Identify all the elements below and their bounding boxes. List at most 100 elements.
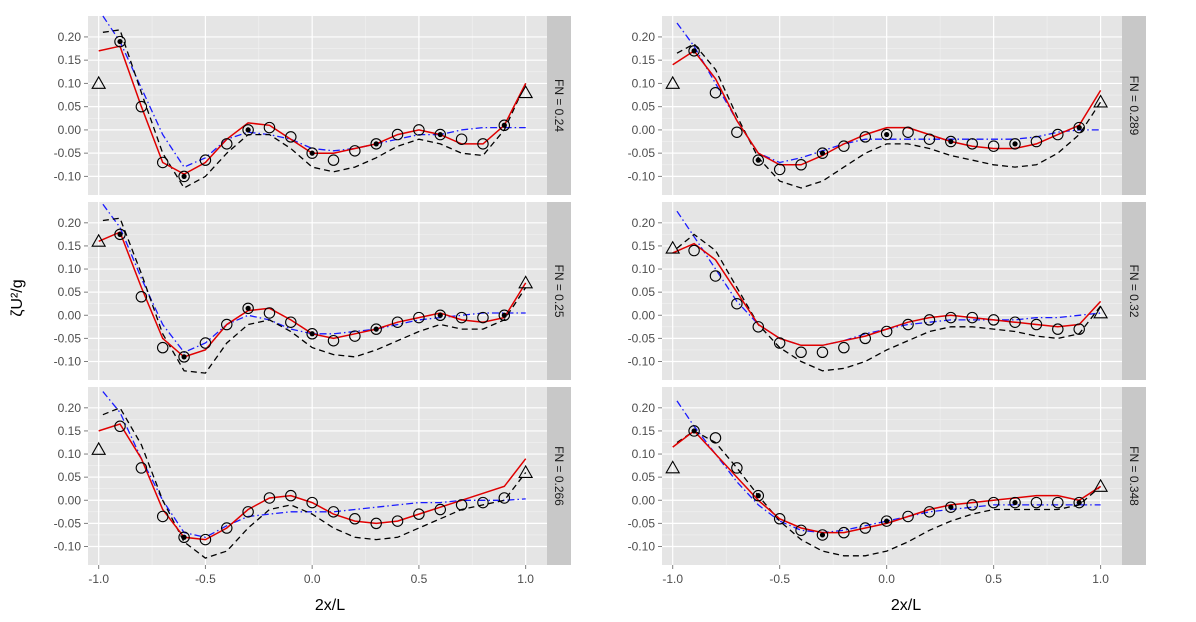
y-tick-label: 0.00 xyxy=(58,308,82,322)
circle-marker xyxy=(413,124,425,136)
panel-background xyxy=(662,387,1122,565)
circle-marker xyxy=(1030,318,1043,331)
circle-marker xyxy=(752,321,765,333)
circle-marker xyxy=(413,311,425,324)
circle-marker xyxy=(327,506,340,518)
filled-dot-marker xyxy=(948,138,954,145)
circle-marker xyxy=(413,508,425,520)
circle-marker xyxy=(349,330,361,342)
x-tick-label: 0.0 xyxy=(304,572,321,586)
series-dashdot-blue xyxy=(102,391,526,538)
x-axis-title-left: 2x/L xyxy=(315,597,345,614)
circle-marker xyxy=(199,533,212,546)
x-tick-label: 1.0 xyxy=(1092,572,1109,586)
triangle-marker xyxy=(665,460,681,474)
circle-marker xyxy=(370,323,382,335)
filled-dot-marker xyxy=(755,493,761,499)
y-tick-label: 0.20 xyxy=(632,401,656,415)
filled-dot-marker xyxy=(819,150,826,156)
facet-panel-0: FN = 0.24 0.20 0.15 0.10 0.05 0.00 -0.05 -0.10 xyxy=(54,15,571,195)
triangle-marker xyxy=(1093,478,1109,492)
facet-panel-1: FN = 0.25 0.20 0.15 0.10 0.05 0.00 -0.05 -0.10 xyxy=(54,202,571,380)
circle-marker xyxy=(987,140,1000,152)
circle-marker xyxy=(731,297,743,310)
circle-marker xyxy=(199,154,212,166)
triangle-marker xyxy=(91,75,107,89)
y-tick-label: -0.10 xyxy=(628,169,656,183)
circle-marker xyxy=(391,515,404,527)
series-dashed-black xyxy=(676,430,1102,557)
panel-background xyxy=(88,16,547,195)
y-tick-label: 0.05 xyxy=(58,285,82,299)
circle-marker xyxy=(923,314,936,326)
circle-marker xyxy=(114,228,126,241)
series-solid-red xyxy=(98,423,527,541)
series-dashdot-blue xyxy=(102,203,526,354)
y-tick-label: 0.05 xyxy=(632,470,656,484)
circle-marker xyxy=(434,128,447,141)
circle-marker xyxy=(752,154,765,166)
circle-marker xyxy=(391,316,404,328)
x-tick-label: -0.5 xyxy=(195,572,216,586)
circle-marker xyxy=(880,128,893,141)
filled-dot-marker xyxy=(373,326,379,332)
y-tick-label: 0.20 xyxy=(632,30,656,44)
circle-marker xyxy=(135,100,148,113)
circle-marker xyxy=(156,341,169,354)
y-tick-label: 0.00 xyxy=(632,123,656,137)
circle-marker xyxy=(306,496,318,509)
facet-strip-label: FN = 0.289 xyxy=(1127,76,1141,136)
triangle-marker xyxy=(1093,305,1109,319)
series-dashed-black xyxy=(102,217,527,374)
circle-marker xyxy=(370,517,382,530)
y-tick-label: -0.10 xyxy=(628,540,656,554)
filled-dot-marker xyxy=(309,150,315,156)
facet-strip-label: FN = 0.25 xyxy=(552,264,566,317)
x-tick-label: -0.5 xyxy=(769,572,790,586)
filled-dot-marker xyxy=(1076,124,1082,131)
series-dashed-black xyxy=(676,233,1102,372)
circle-marker xyxy=(434,309,447,322)
circle-marker xyxy=(902,510,914,523)
circle-marker xyxy=(221,138,233,150)
circle-marker xyxy=(688,45,700,57)
y-tick-label: -0.05 xyxy=(54,331,82,345)
y-tick-label: 0.20 xyxy=(58,401,82,415)
panel-background xyxy=(662,202,1122,380)
circle-marker xyxy=(199,337,212,349)
facet-strip-label: FN = 0.32 xyxy=(1127,264,1141,317)
circle-marker xyxy=(945,135,957,148)
circle-marker xyxy=(838,140,850,152)
circle-marker xyxy=(795,159,807,171)
circle-marker xyxy=(838,341,850,354)
y-tick-label: 0.00 xyxy=(58,123,82,137)
circle-marker xyxy=(221,318,233,331)
y-tick-label: 0.05 xyxy=(632,100,656,114)
y-axis-title: ζU²/g xyxy=(9,279,26,316)
circle-marker xyxy=(306,328,318,340)
circle-marker xyxy=(391,128,404,141)
y-tick-label: -0.10 xyxy=(628,355,656,369)
circle-marker xyxy=(434,503,447,516)
y-tick-label: 0.05 xyxy=(632,285,656,299)
circle-marker xyxy=(178,531,190,544)
triangle-marker xyxy=(665,75,681,89)
triangle-marker xyxy=(518,464,534,478)
y-tick-label: 0.10 xyxy=(58,262,82,276)
triangle-marker xyxy=(91,441,107,455)
filled-dot-marker xyxy=(181,354,187,360)
triangle-marker xyxy=(665,240,681,254)
circle-marker xyxy=(987,314,1000,326)
y-tick-label: -0.10 xyxy=(54,355,82,369)
circle-marker xyxy=(966,138,978,150)
circle-marker xyxy=(987,496,1000,509)
y-tick-label: -0.05 xyxy=(628,516,656,530)
circle-marker xyxy=(945,311,957,324)
panel-background xyxy=(662,16,1122,195)
y-tick-label: 0.00 xyxy=(632,493,656,507)
panel-background xyxy=(88,202,547,380)
filled-dot-marker xyxy=(884,131,890,138)
circle-marker xyxy=(923,133,936,145)
circle-marker xyxy=(221,522,233,534)
